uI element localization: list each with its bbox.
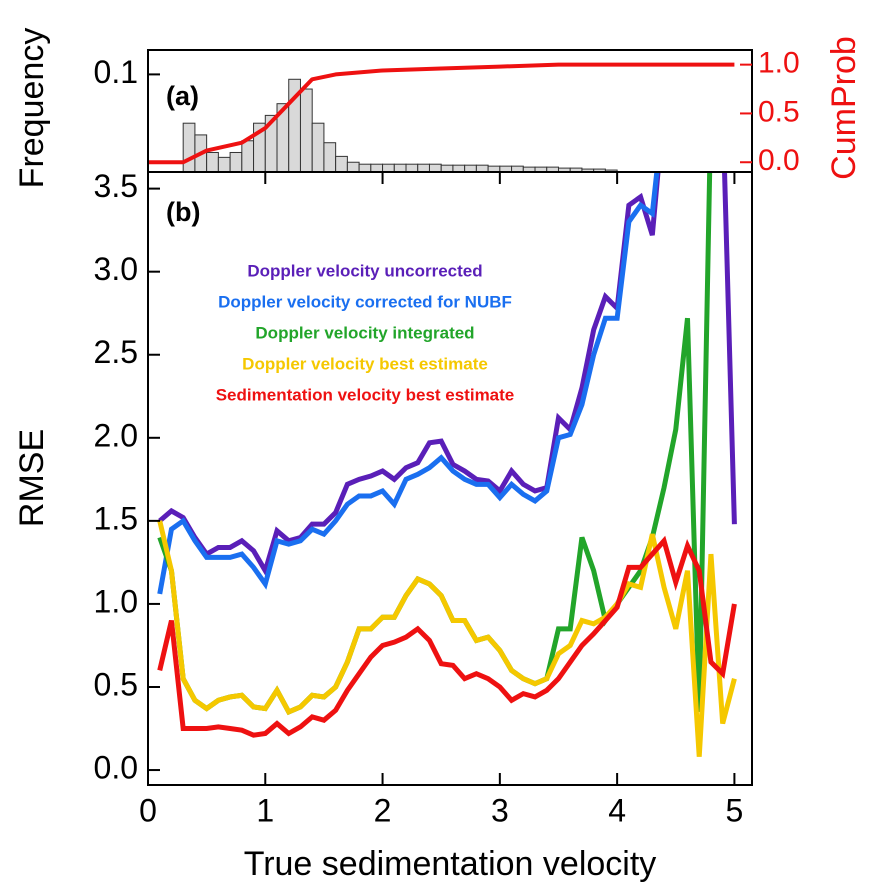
plot-area: [148, 62, 735, 172]
cumulative-line: [148, 62, 735, 165]
y-tick-label: 0.0: [94, 750, 138, 786]
legend-entry: Doppler velocity corrected for NUBF: [218, 292, 512, 311]
frame: [147, 171, 753, 786]
x-tick-label: 4: [608, 792, 626, 828]
y-axis-title: Frequency: [13, 28, 51, 189]
histogram-bar: [405, 163, 419, 172]
series-line: [157, 520, 737, 757]
y-tick-label: 3.5: [94, 168, 138, 204]
x-tick-label: 3: [491, 792, 509, 828]
histogram-bar: [382, 163, 395, 172]
histogram-bar: [475, 164, 489, 172]
histogram-bar: [452, 164, 466, 172]
histogram-bar: [206, 151, 219, 172]
histogram-bar: [358, 163, 372, 172]
histogram-bar: [346, 161, 360, 172]
x-tick-label: 2: [374, 792, 392, 828]
panel-label: (a): [166, 81, 199, 111]
panel-label: (b): [166, 197, 200, 227]
legend-entry: Doppler velocity uncorrected: [247, 261, 482, 280]
histogram-bar: [217, 156, 231, 172]
legend-entry: Sedimentation velocity best estimate: [216, 385, 515, 404]
x-tick-label: 1: [256, 792, 274, 828]
y-tick-label: 1.5: [94, 500, 138, 536]
y2-tick-label: 0.5: [758, 95, 800, 128]
histogram-bar: [229, 151, 243, 172]
histogram-bar: [464, 164, 477, 172]
series-line: [158, 172, 737, 577]
histogram-bar: [335, 155, 348, 172]
histogram-bar: [323, 142, 337, 172]
plot-area: [157, 172, 737, 757]
y2-axis-title: CumProb: [825, 36, 863, 180]
histogram-bar: [241, 140, 255, 172]
legend-entry: Doppler velocity integrated: [255, 323, 474, 342]
y-tick-label: 2.0: [94, 417, 138, 453]
histogram-bar: [370, 163, 384, 172]
y-tick-label: 1.0: [94, 583, 138, 619]
y-tick-label: 0.1: [94, 54, 138, 90]
y2-tick-label: 1.0: [758, 47, 800, 80]
y-tick-label: 2.5: [94, 334, 138, 370]
histogram-bar: [417, 163, 430, 172]
y-tick-label: 3.0: [94, 251, 138, 287]
x-axis-title: True sedimentation velocity: [244, 845, 657, 883]
series-line: [157, 172, 660, 595]
histogram-bar: [311, 122, 325, 172]
series-line: [157, 535, 737, 738]
y2-tick-label: 0.0: [758, 144, 800, 177]
y-axis-title: RMSE: [13, 429, 51, 527]
series-line: [157, 172, 713, 716]
histogram-bar: [393, 163, 407, 172]
y-tick-label: 0.5: [94, 666, 138, 702]
legend-entry: Doppler velocity best estimate: [242, 354, 488, 373]
histogram-bar: [299, 88, 313, 172]
histogram-bar: [428, 163, 442, 172]
x-tick-label: 0: [139, 792, 157, 828]
x-tick-label: 5: [726, 792, 744, 828]
histogram-bar: [182, 122, 196, 172]
histogram-bar: [440, 164, 454, 172]
